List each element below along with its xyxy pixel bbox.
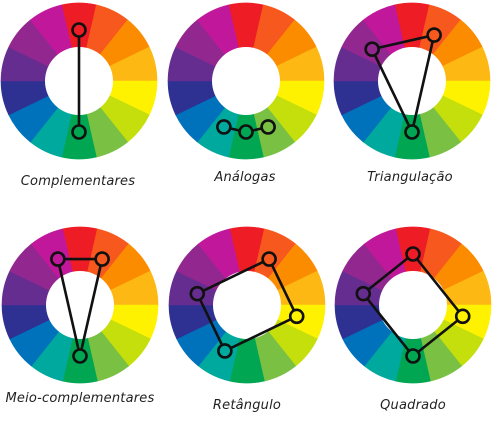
label-complementares: Complementares <box>21 174 135 189</box>
label-retangulo: Retângulo <box>213 398 281 413</box>
harmony-point <box>189 285 206 302</box>
harmony-point <box>71 124 87 140</box>
harmony-point <box>71 22 87 38</box>
harmony-point <box>72 348 88 364</box>
wheel-center <box>46 271 114 339</box>
wheel-retangulo <box>168 226 326 384</box>
wheel-center <box>212 47 280 115</box>
harmony-point <box>261 251 277 267</box>
harmony-point <box>288 308 305 325</box>
label-analogas: Análogas <box>213 170 275 185</box>
harmony-point <box>454 308 471 325</box>
wheel-meio-complementares <box>1 226 159 384</box>
harmony-point <box>405 348 421 364</box>
wheel-triangulacao <box>333 2 491 160</box>
harmony-point <box>216 119 232 135</box>
label-triangulacao: Triangulação <box>367 170 453 185</box>
harmony-point <box>217 343 233 359</box>
harmony-point <box>404 124 420 140</box>
harmony-point <box>355 285 372 302</box>
wheel-analogas <box>167 2 325 160</box>
harmony-point <box>260 119 276 135</box>
label-quadrado: Quadrado <box>380 398 446 413</box>
harmony-connector <box>370 33 436 134</box>
harmony-point <box>426 27 442 43</box>
harmony-point <box>50 251 66 267</box>
harmony-connector <box>56 257 104 358</box>
harmony-point <box>94 251 110 267</box>
wheel-complementares <box>0 2 158 160</box>
wheel-center <box>379 271 447 339</box>
wheel-quadrado <box>334 226 492 384</box>
label-meio-complementares: Meio-complementares <box>6 391 155 406</box>
wheel-center <box>213 271 281 339</box>
harmony-point <box>238 124 254 140</box>
harmony-point <box>364 41 380 58</box>
harmony-point <box>405 246 421 262</box>
